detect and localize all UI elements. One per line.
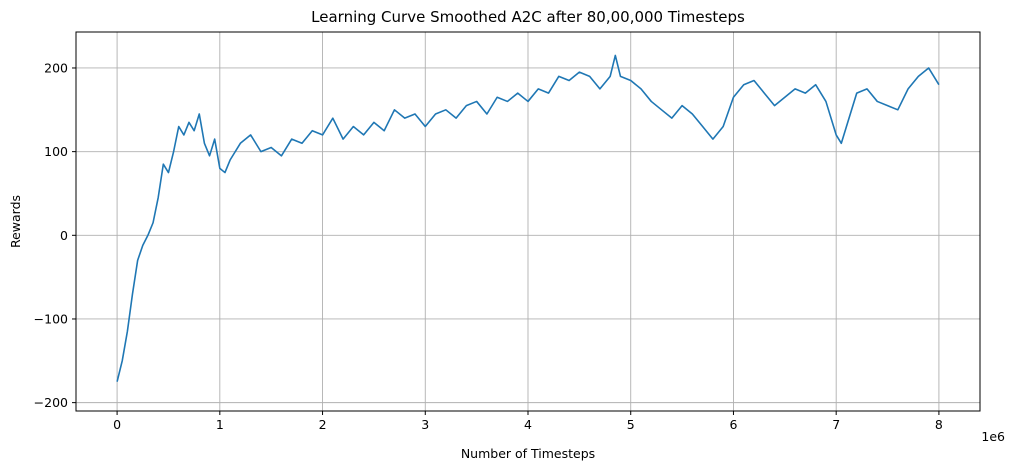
y-tick-label: −200 bbox=[34, 395, 68, 410]
axis-ticks: 0 1 2 3 4 5 6 7 8 −200 −100 0 100 200 bbox=[34, 60, 943, 432]
plot-frame bbox=[75, 31, 981, 412]
x-tick-label: 8 bbox=[935, 417, 943, 432]
y-tick-label: 0 bbox=[60, 228, 68, 243]
x-axis-offset-label: 1e6 bbox=[981, 429, 1005, 444]
x-axis-label: Number of Timesteps bbox=[461, 446, 595, 461]
x-tick-label: 0 bbox=[113, 417, 121, 432]
x-tick-label: 6 bbox=[729, 417, 737, 432]
y-tick-label: −100 bbox=[34, 311, 68, 326]
y-tick-label: 200 bbox=[44, 60, 68, 75]
x-tick-label: 5 bbox=[627, 417, 635, 432]
chart-title: Learning Curve Smoothed A2C after 80,00,… bbox=[311, 8, 745, 26]
y-axis-label: Rewards bbox=[8, 195, 23, 248]
grid-lines bbox=[76, 32, 980, 411]
x-tick-label: 4 bbox=[524, 417, 532, 432]
y-tick-label: 100 bbox=[44, 144, 68, 159]
x-tick-label: 1 bbox=[216, 417, 224, 432]
series-layer bbox=[116, 54, 940, 382]
x-tick-label: 2 bbox=[319, 417, 327, 432]
series-line bbox=[116, 54, 940, 382]
x-tick-label: 3 bbox=[421, 417, 429, 432]
x-tick-label: 7 bbox=[832, 417, 840, 432]
